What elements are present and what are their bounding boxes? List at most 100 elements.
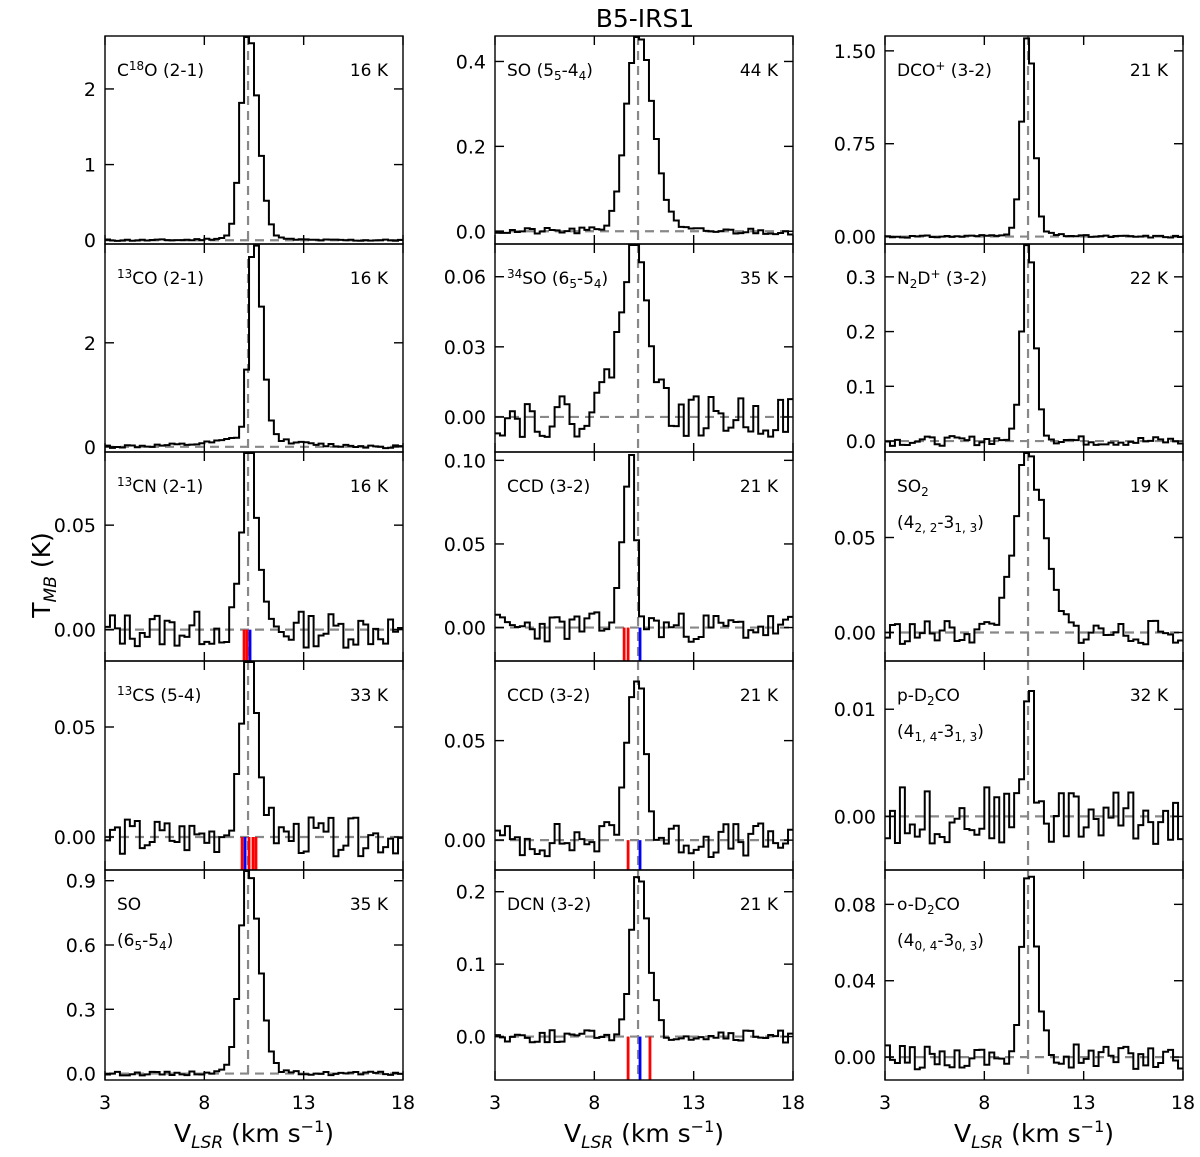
molecule-label: CCD (3-2) xyxy=(507,686,590,706)
panel-dcn: 0.0 0.1 0.2 DCN (3-2) 21 K 3 8 13 18 xyxy=(456,869,805,1114)
y-tick-label: 0.1 xyxy=(846,376,876,398)
spectrum-line xyxy=(885,875,1183,1071)
x-axis-title: VLSR (km s−1) xyxy=(954,1117,1114,1153)
y-axis-title-main: T xyxy=(27,602,56,619)
molecule-label: p-D2CO xyxy=(897,686,960,708)
transition-label-part-1: 2, 2 xyxy=(914,521,937,535)
y-tick-label: 0.3 xyxy=(846,267,876,289)
x-axis-title-part-2: (km s xyxy=(223,1119,301,1148)
molecule-label-part-0: CCD (3-2) xyxy=(507,686,590,706)
transition-label-part-2: -3 xyxy=(937,722,954,742)
x-axis-title-part-1: LSR xyxy=(191,1133,223,1153)
transition-label-part-0: (4 xyxy=(897,513,914,533)
y-tick-label: 0.0 xyxy=(456,221,486,243)
molecule-label-part-4: ) xyxy=(586,61,593,81)
molecule-label-part-3: + xyxy=(930,267,940,281)
molecule-label: 13CN (2-1) xyxy=(117,475,203,497)
x-axis-title-part-1: LSR xyxy=(971,1133,1003,1153)
transition-label-part-2: -5 xyxy=(142,931,159,951)
panel-34so: 0.00 0.03 0.06 34SO (65-54) 35 K xyxy=(444,243,794,453)
spectrum-line xyxy=(105,452,403,649)
molecule-label-part-0: C xyxy=(117,61,129,81)
molecule-label-part-0: 34 xyxy=(507,267,522,281)
y-tick-label: 2 xyxy=(84,333,96,355)
molecule-label-part-1: 18 xyxy=(129,59,144,73)
transition-label-part-3: 0, 3 xyxy=(954,939,977,953)
molecule-label-part-1: 2 xyxy=(921,485,929,499)
x-axis-title-part-1: LSR xyxy=(581,1133,613,1153)
x-tick-label: 8 xyxy=(198,1092,210,1114)
molecule-label-part-1: SO (6 xyxy=(522,269,569,289)
y-tick-label: 0.0 xyxy=(846,431,876,453)
transition-label-part-4: ) xyxy=(977,513,984,533)
transition-label-part-2: -3 xyxy=(937,931,954,951)
y-tick-label: 0.75 xyxy=(834,134,876,156)
x-axis-title-part-3: −1 xyxy=(301,1117,325,1136)
y-tick-label: 0.05 xyxy=(54,717,96,739)
transition-label-part-4: ) xyxy=(977,722,984,742)
y-tick-label: 0.00 xyxy=(834,227,876,249)
molecule-label-part-0: 13 xyxy=(117,267,132,281)
panel-so_a: 0.0 0.3 0.6 0.9 SO (65-54) 35 K 3 8 13 18 xyxy=(66,869,415,1114)
molecule-label-part-0: CCD (3-2) xyxy=(507,477,590,497)
upper-energy-label: 16 K xyxy=(350,477,389,497)
x-tick-label: 18 xyxy=(391,1092,415,1114)
y-tick-label: 0.6 xyxy=(66,935,96,957)
molecule-label-part-2: CO xyxy=(935,895,960,915)
x-axis-title-part-0: V xyxy=(174,1119,191,1148)
y-tick-label: 0.00 xyxy=(834,806,876,828)
spectrum-line xyxy=(105,661,403,858)
transition-label-part-2: -3 xyxy=(937,513,954,533)
molecule-label-part-0: o-D xyxy=(897,895,927,915)
panel-ccd_b: 0.00 0.05 CCD (3-2) 21 K xyxy=(444,660,794,871)
y-tick-label: 0.00 xyxy=(444,407,486,429)
spectrum-line xyxy=(105,36,403,242)
y-tick-label: 0.05 xyxy=(834,528,876,550)
figure-title: B5-IRS1 xyxy=(596,4,695,33)
panel-13cn: 0.00 0.05 13CN (2-1) 16 K xyxy=(54,451,404,662)
panel-so_b: 0.0 0.2 0.4 SO (55-44) 44 K xyxy=(456,35,794,245)
y-tick-label: 0.0 xyxy=(456,1027,486,1049)
y-tick-label: 0.01 xyxy=(834,699,876,721)
molecule-label-part-0: p-D xyxy=(897,686,927,706)
panel-frame xyxy=(494,869,794,1081)
y-tick-label: 0.00 xyxy=(834,1047,876,1069)
transition-label-part-3: 1, 3 xyxy=(954,521,977,535)
x-axis-title: VLSR (km s−1) xyxy=(174,1117,334,1153)
upper-energy-label: 21 K xyxy=(740,477,779,497)
molecule-label-part-3: 4 xyxy=(579,69,587,83)
y-tick-label: 0.05 xyxy=(444,731,486,753)
molecule-label-part-2: O (2-1) xyxy=(144,61,204,81)
molecule-label-part-1: 2 xyxy=(927,903,935,917)
molecule-label-part-0: DCN (3-2) xyxy=(507,895,591,915)
y-tick-label: 0 xyxy=(84,437,96,459)
molecule-label-part-1: CO (2-1) xyxy=(132,269,204,289)
y-tick-label: 0.10 xyxy=(444,450,486,472)
panel-13cs: 0.00 0.05 13CS (5-4) 33 K xyxy=(54,660,404,871)
x-tick-label: 13 xyxy=(682,1092,706,1114)
x-axis-title-part-3: −1 xyxy=(691,1117,715,1136)
molecule-label: o-D2CO xyxy=(897,895,960,917)
y-tick-label: 1.50 xyxy=(834,41,876,63)
molecule-label: CCD (3-2) xyxy=(507,477,590,497)
transition-label: (65-54) xyxy=(117,931,173,953)
upper-energy-label: 35 K xyxy=(350,895,389,915)
y-tick-label: 0.4 xyxy=(456,51,486,73)
x-axis-title-part-4: ) xyxy=(324,1119,334,1148)
y-tick-label: 0.00 xyxy=(54,827,96,849)
y-tick-label: 0.00 xyxy=(834,623,876,645)
x-tick-label: 3 xyxy=(99,1092,111,1114)
molecule-label: SO2 xyxy=(897,477,929,499)
y-tick-label: 0.00 xyxy=(444,618,486,640)
y-tick-label: 0.9 xyxy=(66,871,96,893)
spectrum-line xyxy=(885,690,1183,845)
transition-label: (41, 4-31, 3) xyxy=(897,722,984,744)
molecule-label-part-0: SO (5 xyxy=(507,61,554,81)
x-tick-label: 8 xyxy=(588,1092,600,1114)
y-tick-label: 1 xyxy=(84,155,96,177)
transition-label: (42, 2-31, 3) xyxy=(897,513,984,535)
molecule-label: DCO+ (3-2) xyxy=(897,59,992,81)
transition-label-part-3: 4 xyxy=(159,939,167,953)
